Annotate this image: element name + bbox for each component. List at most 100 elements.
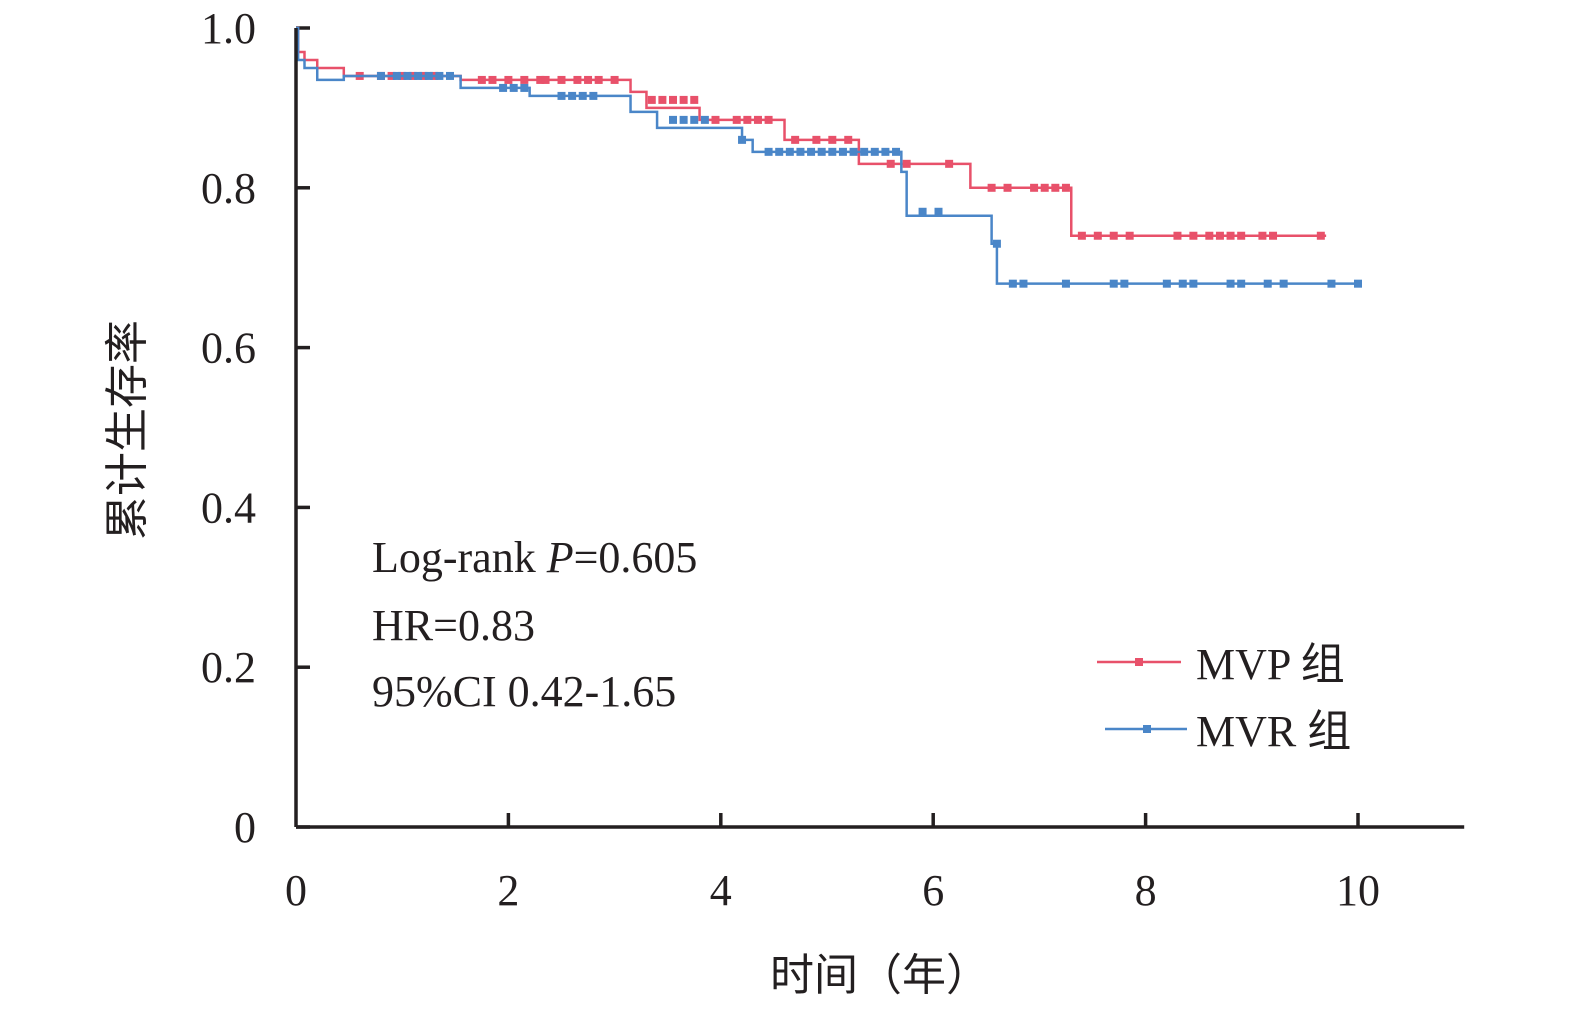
series-line: [296, 26, 1358, 285]
series-line: [296, 26, 1327, 237]
censor-mark: [738, 135, 747, 144]
censor-mark: [849, 147, 858, 156]
censor-mark: [807, 147, 816, 156]
censor-mark: [987, 183, 996, 192]
censor-mark: [817, 147, 826, 156]
censor-mark: [1109, 279, 1118, 288]
censor-mark: [1263, 279, 1272, 288]
censor-mark: [796, 147, 805, 156]
censor-mark: [1109, 231, 1118, 240]
y-tick-label: 0.6: [201, 324, 256, 373]
censor-mark: [594, 75, 603, 84]
censor-mark: [679, 115, 688, 124]
censor-mark: [520, 75, 529, 84]
censor-mark: [403, 71, 412, 80]
x-tick-label: 6: [922, 866, 944, 915]
censor-mark: [1173, 231, 1182, 240]
censor-mark: [1354, 279, 1362, 288]
logrank-prefix: Log-rank: [372, 533, 547, 582]
censor-mark: [1120, 279, 1129, 288]
censor-mark: [1162, 279, 1171, 288]
censor-mark: [945, 159, 954, 168]
censor-mark: [732, 115, 741, 124]
y-tick-label: 0.4: [201, 483, 256, 532]
series-mvr: [296, 26, 1362, 288]
censor-mark: [1093, 231, 1102, 240]
censor-mark: [934, 207, 943, 216]
censor-mark: [584, 75, 593, 84]
legend-swatch-marker: [1143, 725, 1151, 733]
censor-mark: [376, 71, 385, 80]
censor-mark: [392, 71, 401, 80]
censor-mark: [573, 75, 582, 84]
censor-mark: [860, 147, 869, 156]
censor-mark: [844, 135, 853, 144]
censor-mark: [647, 95, 656, 104]
censor-mark: [711, 115, 720, 124]
censor-mark: [477, 75, 486, 84]
censor-mark: [589, 91, 598, 100]
logrank-annotation: Log-rank P=0.605: [372, 533, 697, 582]
censor-mark: [658, 95, 667, 104]
censor-mark: [1077, 231, 1086, 240]
y-tick-label: 0: [234, 803, 256, 852]
censor-mark: [1279, 279, 1288, 288]
censor-mark: [541, 75, 550, 84]
censor-mark: [764, 147, 773, 156]
x-tick-label: 0: [285, 866, 307, 915]
censor-mark: [536, 75, 545, 84]
censor-mark: [1205, 231, 1214, 240]
censor-mark: [578, 91, 587, 100]
censor-mark: [1019, 279, 1028, 288]
censor-mark: [557, 75, 566, 84]
x-tick-label: 10: [1336, 866, 1380, 915]
censor-mark: [610, 75, 619, 84]
censor-mark: [1226, 279, 1235, 288]
y-tick-label: 0.2: [201, 643, 256, 692]
censor-mark: [700, 115, 709, 124]
censor-mark: [838, 147, 847, 156]
censor-mark: [1215, 231, 1224, 240]
censor-mark: [414, 71, 423, 80]
censor-mark: [828, 135, 837, 144]
censor-mark: [1269, 231, 1278, 240]
censor-mark: [1125, 231, 1134, 240]
y-axis-ticks: 0 0.2 0.4 0.6 0.8 1.0: [201, 4, 310, 852]
legend-swatch-marker: [1135, 658, 1143, 666]
y-axis-title: 累计生存率: [102, 320, 153, 540]
censor-mark: [1178, 279, 1187, 288]
censor-mark: [1189, 279, 1198, 288]
censor-mark: [892, 147, 901, 156]
censor-mark: [499, 83, 508, 92]
censor-mark: [1061, 183, 1070, 192]
censor-mark: [445, 71, 454, 80]
censor-mark: [918, 207, 927, 216]
y-tick-label: 1.0: [201, 4, 256, 53]
censor-mark: [509, 83, 518, 92]
censor-mark: [1258, 231, 1267, 240]
hr-annotation: HR=0.83: [372, 601, 535, 650]
censor-mark: [828, 147, 837, 156]
censor-mark: [775, 147, 784, 156]
censor-mark: [1040, 183, 1049, 192]
series-mvp: [296, 26, 1327, 240]
x-tick-label: 4: [710, 866, 732, 915]
censor-mark: [881, 147, 890, 156]
censor-mark: [1003, 183, 1012, 192]
censor-mark: [886, 159, 895, 168]
censor-mark: [812, 135, 821, 144]
censor-mark: [690, 95, 699, 104]
censor-mark: [568, 91, 577, 100]
censor-mark: [504, 75, 513, 84]
censor-mark: [753, 115, 762, 124]
censor-mark: [1030, 183, 1039, 192]
legend: MVP 组 MVR 组: [1097, 640, 1351, 756]
censor-mark: [435, 71, 444, 80]
legend-item-mvr: MVR 组: [1105, 707, 1351, 756]
censor-mark: [520, 83, 529, 92]
censor-mark: [1327, 279, 1336, 288]
censor-mark: [488, 75, 497, 84]
censor-mark: [424, 71, 433, 80]
x-tick-label: 8: [1135, 866, 1157, 915]
